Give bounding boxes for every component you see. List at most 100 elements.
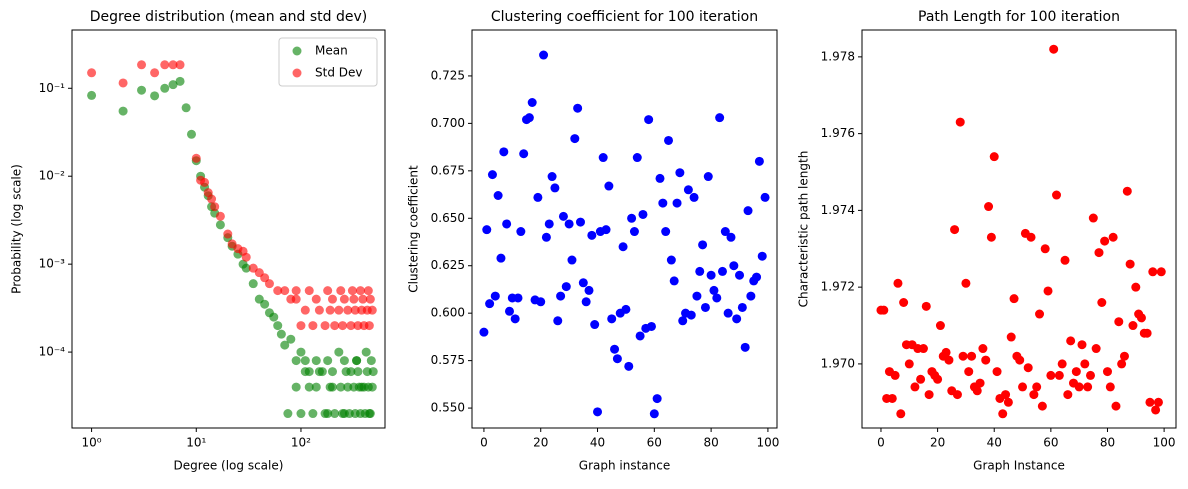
point <box>338 409 348 419</box>
point <box>311 294 321 304</box>
x-tick-label: 10² <box>291 436 311 450</box>
point <box>757 251 767 261</box>
point <box>1085 370 1095 380</box>
x-axis-label: Degree (log scale) <box>174 459 284 473</box>
point <box>1108 232 1118 242</box>
point <box>975 378 985 388</box>
x-tick-label: 0 <box>480 436 488 450</box>
point <box>350 305 360 315</box>
point <box>1151 405 1161 415</box>
point <box>330 321 340 331</box>
point <box>649 409 659 419</box>
point <box>558 211 568 221</box>
point <box>325 305 335 315</box>
point <box>1046 370 1056 380</box>
point <box>952 390 962 400</box>
point <box>1142 328 1152 338</box>
y-tick-label: 0.725 <box>431 68 465 82</box>
y-tick-label: 1.978 <box>821 49 855 63</box>
point <box>1057 359 1067 369</box>
point <box>291 286 301 296</box>
point <box>986 232 996 242</box>
point <box>516 227 526 237</box>
point <box>1040 244 1050 254</box>
point <box>635 331 645 341</box>
point <box>735 270 745 280</box>
point <box>627 213 637 223</box>
point <box>524 113 534 123</box>
point <box>347 286 357 296</box>
point <box>273 286 283 296</box>
point <box>300 305 310 315</box>
point <box>330 409 340 419</box>
point <box>564 219 574 229</box>
point <box>624 361 634 371</box>
y-tick-label: 10⁻¹ <box>39 81 66 95</box>
point <box>482 225 492 235</box>
point <box>186 129 196 139</box>
y-tick-label: 10⁻² <box>39 169 66 183</box>
point <box>364 321 374 331</box>
x-tick-label: 60 <box>1043 436 1058 450</box>
point <box>1145 397 1155 407</box>
point <box>137 60 147 70</box>
point <box>1043 286 1053 296</box>
point <box>118 106 128 116</box>
point <box>732 314 742 324</box>
point <box>280 340 290 350</box>
point <box>490 291 500 301</box>
point <box>632 153 642 163</box>
point <box>311 382 321 392</box>
point <box>1097 297 1107 307</box>
point <box>296 347 306 357</box>
point <box>629 227 639 237</box>
point <box>539 50 549 60</box>
point <box>746 291 756 301</box>
legend-box <box>278 37 378 87</box>
point <box>367 305 377 315</box>
chart-title: Degree distribution (mean and std dev) <box>90 9 367 25</box>
point <box>743 206 753 216</box>
point <box>327 367 337 377</box>
point <box>527 98 537 108</box>
legend-label: Mean <box>315 44 348 58</box>
point <box>1122 186 1132 196</box>
point <box>87 68 97 78</box>
point <box>338 321 348 331</box>
point <box>1156 267 1166 277</box>
point <box>652 394 662 404</box>
y-axis-label: Clustering coefficient <box>407 165 421 293</box>
y-tick-label: 0.700 <box>431 116 465 130</box>
point <box>336 382 346 392</box>
point <box>593 407 603 417</box>
point <box>352 356 362 366</box>
point <box>955 117 965 127</box>
point <box>241 252 251 262</box>
point <box>320 409 330 419</box>
x-tick-label: 10¹ <box>186 436 206 450</box>
point <box>1114 317 1124 327</box>
x-tick-label: 40 <box>590 436 605 450</box>
y-tick-label: 1.974 <box>821 203 855 217</box>
point <box>487 170 497 180</box>
point <box>1063 390 1073 400</box>
point <box>323 356 333 366</box>
point <box>669 276 679 286</box>
point <box>296 409 306 419</box>
point <box>584 285 594 295</box>
point <box>215 211 225 221</box>
point <box>544 219 554 229</box>
point <box>556 291 566 301</box>
point <box>578 278 588 288</box>
point <box>1100 236 1110 246</box>
y-tick-label: 10⁻⁴ <box>39 345 66 359</box>
point <box>610 344 620 354</box>
point <box>1131 282 1141 292</box>
point <box>715 113 725 123</box>
point <box>638 209 648 219</box>
point <box>686 310 696 320</box>
legend-label: Std Dev <box>315 66 362 80</box>
point <box>339 356 349 366</box>
point <box>1119 351 1129 361</box>
point <box>168 80 178 90</box>
